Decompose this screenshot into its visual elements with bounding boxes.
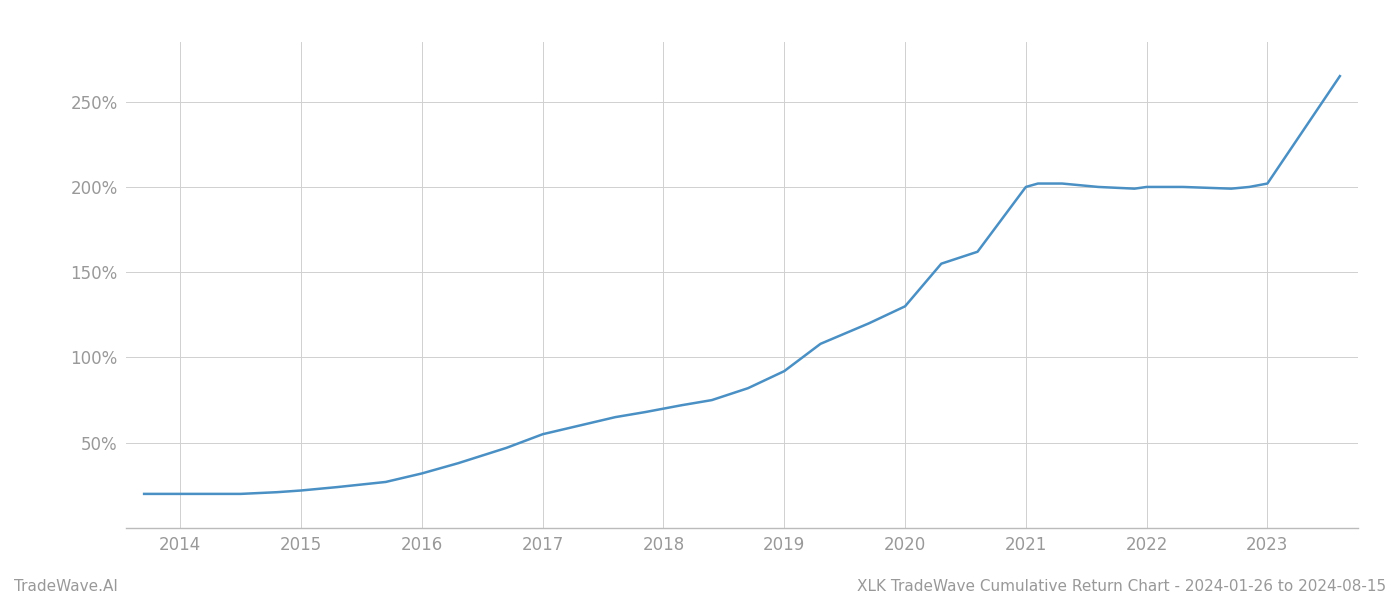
Text: TradeWave.AI: TradeWave.AI (14, 579, 118, 594)
Text: XLK TradeWave Cumulative Return Chart - 2024-01-26 to 2024-08-15: XLK TradeWave Cumulative Return Chart - … (857, 579, 1386, 594)
